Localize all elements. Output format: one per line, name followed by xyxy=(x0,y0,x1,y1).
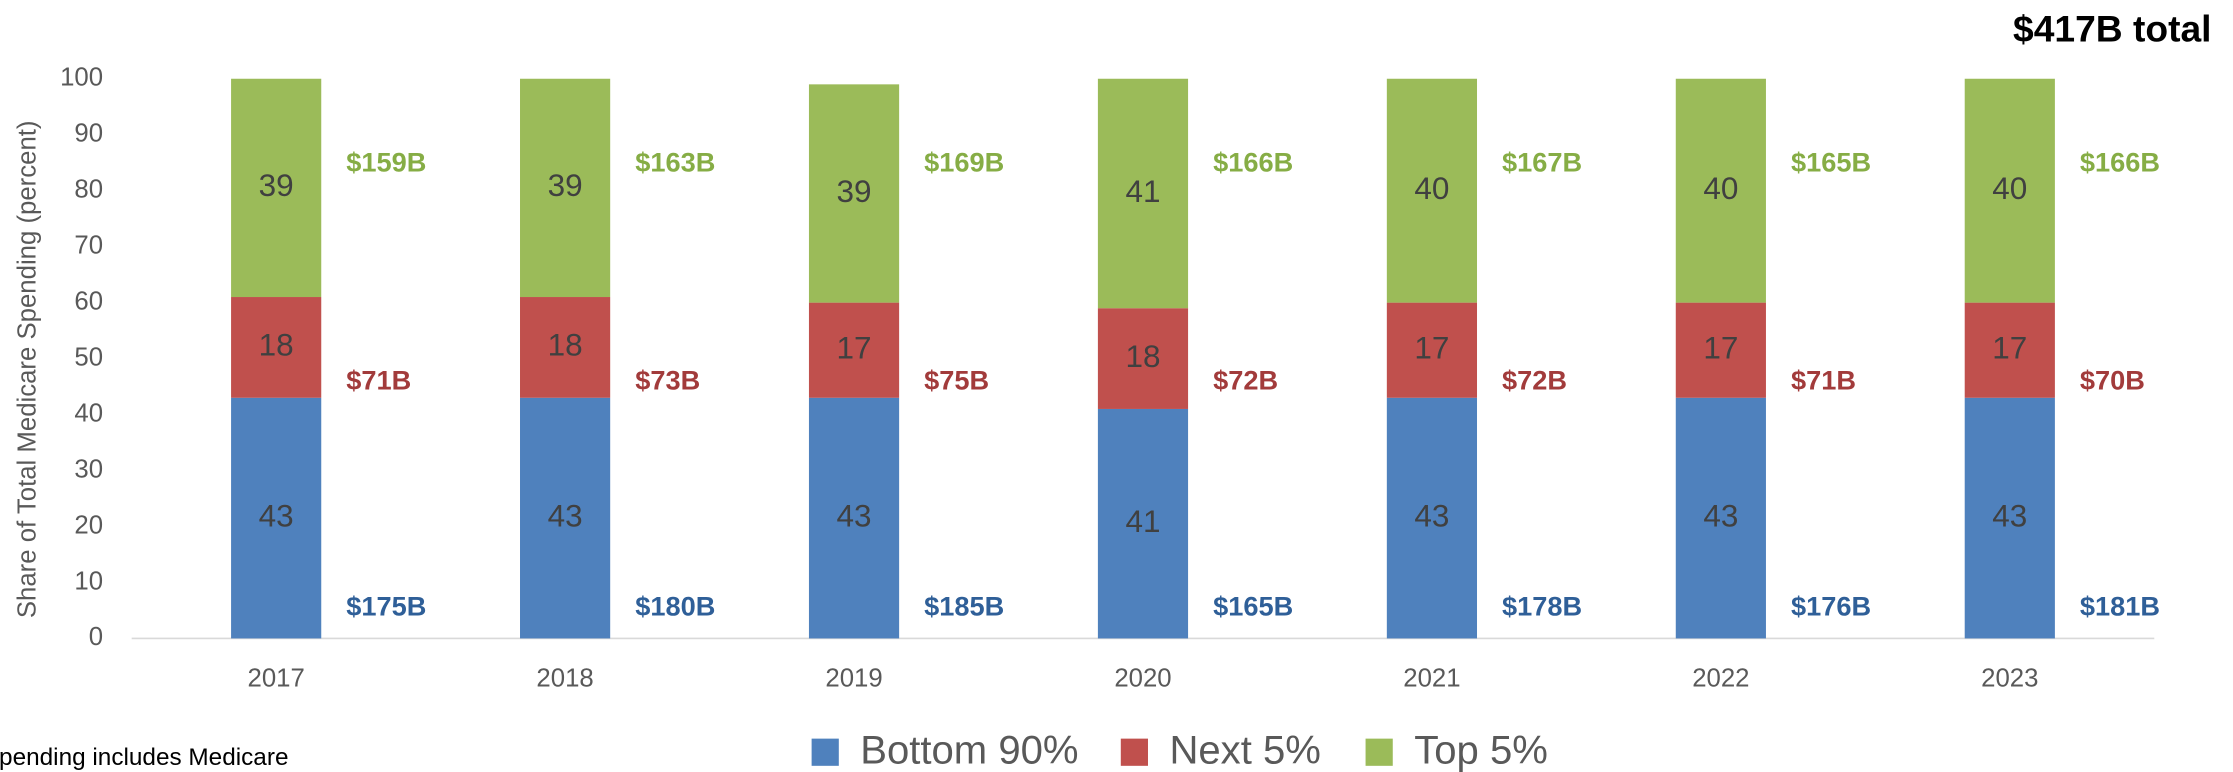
amount-label: $167B xyxy=(1502,147,1582,178)
segment-label: 18 xyxy=(1125,338,1160,374)
x-tick-label: 2021 xyxy=(1403,665,1460,693)
segment-label: 17 xyxy=(837,330,872,366)
segment-label: 40 xyxy=(1992,170,2027,206)
segment-label: 39 xyxy=(548,167,583,203)
legend-swatch xyxy=(1365,738,1393,766)
y-axis-label: Share of Total Medicare Spending (percen… xyxy=(13,120,41,618)
amount-label: $176B xyxy=(1791,590,1871,621)
y-tick-label: 90 xyxy=(74,120,103,148)
segment-label: 40 xyxy=(1703,170,1738,206)
segment-label: 43 xyxy=(837,497,872,533)
segment-label: 43 xyxy=(1992,497,2027,533)
segment-label: 43 xyxy=(548,497,583,533)
bar-segment xyxy=(1675,302,1766,398)
segment-label: 41 xyxy=(1125,503,1160,539)
bar-segment xyxy=(520,78,611,298)
y-tick-label: 40 xyxy=(74,399,103,427)
bar-segment xyxy=(1964,397,2055,639)
amount-label: $72B xyxy=(1502,364,1567,395)
legend-label: Top 5% xyxy=(1414,729,1548,772)
amount-label: $73B xyxy=(635,364,700,395)
x-tick-label: 2017 xyxy=(248,665,305,693)
segment-label: 40 xyxy=(1414,170,1449,206)
bar-segment xyxy=(1386,397,1478,639)
bar-segment xyxy=(520,297,611,398)
segment-label: 18 xyxy=(548,327,583,363)
x-tick-label: 2019 xyxy=(825,665,882,693)
bar-segment xyxy=(808,397,900,639)
x-tick-label: 2023 xyxy=(1981,665,2038,693)
legend-label: Next 5% xyxy=(1169,729,1320,772)
segment-label: 43 xyxy=(1703,497,1738,533)
x-tick-label: 2022 xyxy=(1692,665,1749,693)
y-tick-label: 30 xyxy=(74,455,103,483)
amount-label: $70B xyxy=(2080,364,2145,395)
segment-label: 17 xyxy=(1703,330,1738,366)
bar-segment xyxy=(808,84,900,303)
amount-label: $71B xyxy=(346,364,411,395)
bar-segment xyxy=(1097,408,1189,639)
segment-label: 43 xyxy=(1414,497,1449,533)
bar-segment xyxy=(1386,78,1478,303)
bar-segment xyxy=(1386,302,1478,398)
amount-label: $165B xyxy=(1213,590,1293,621)
amount-label: $75B xyxy=(924,364,989,395)
chart-title: $417B total xyxy=(2013,7,2212,49)
bar-segment xyxy=(231,78,322,298)
amount-label: $159B xyxy=(346,147,426,178)
amount-label: $163B xyxy=(635,147,715,178)
amount-label: $72B xyxy=(1213,364,1278,395)
segment-label: 41 xyxy=(1125,173,1160,209)
segment-label: 17 xyxy=(1992,330,2027,366)
y-tick-label: 20 xyxy=(74,511,103,539)
y-tick-label: 0 xyxy=(89,623,103,651)
bar-segment xyxy=(1097,308,1189,409)
bar-segment xyxy=(1964,302,2055,398)
amount-label: $185B xyxy=(924,590,1004,621)
amount-label: $178B xyxy=(1502,590,1582,621)
legend-swatch xyxy=(1120,738,1148,766)
y-tick-label: 80 xyxy=(74,175,103,203)
segment-label: 39 xyxy=(837,173,872,209)
bar-segment xyxy=(1097,78,1189,309)
segment-label: 43 xyxy=(259,497,294,533)
legend: Bottom 90% Next 5% Top 5% xyxy=(811,729,1548,772)
amount-label: $181B xyxy=(2080,590,2160,621)
amount-label: $166B xyxy=(1213,147,1293,178)
bar-segment xyxy=(1675,78,1766,303)
bar-segment xyxy=(1964,78,2055,303)
bar-segment xyxy=(1675,397,1766,639)
amount-label: $180B xyxy=(635,590,715,621)
x-tick-label: 2020 xyxy=(1114,665,1171,693)
bar-segment xyxy=(808,302,900,398)
amount-label: $165B xyxy=(1791,147,1871,178)
y-tick-label: 10 xyxy=(74,567,103,595)
y-tick-label: 70 xyxy=(74,231,103,259)
x-tick-label: 2018 xyxy=(536,665,593,693)
y-tick-label: 60 xyxy=(74,287,103,315)
amount-label: $71B xyxy=(1791,364,1856,395)
segment-label: 17 xyxy=(1414,330,1449,366)
bar-segment xyxy=(231,397,322,639)
amount-label: $175B xyxy=(346,590,426,621)
amount-label: $169B xyxy=(924,147,1004,178)
footnote: Spending includes Medicare xyxy=(0,744,288,771)
bar-segment xyxy=(520,397,611,639)
y-tick-label: 50 xyxy=(74,343,103,371)
bar-segment xyxy=(231,297,322,398)
y-tick-label: 100 xyxy=(60,64,103,92)
segment-label: 39 xyxy=(259,167,294,203)
segment-label: 18 xyxy=(259,327,294,363)
legend-swatch xyxy=(811,738,839,766)
legend-label: Bottom 90% xyxy=(860,729,1078,772)
amount-label: $166B xyxy=(2080,147,2160,178)
